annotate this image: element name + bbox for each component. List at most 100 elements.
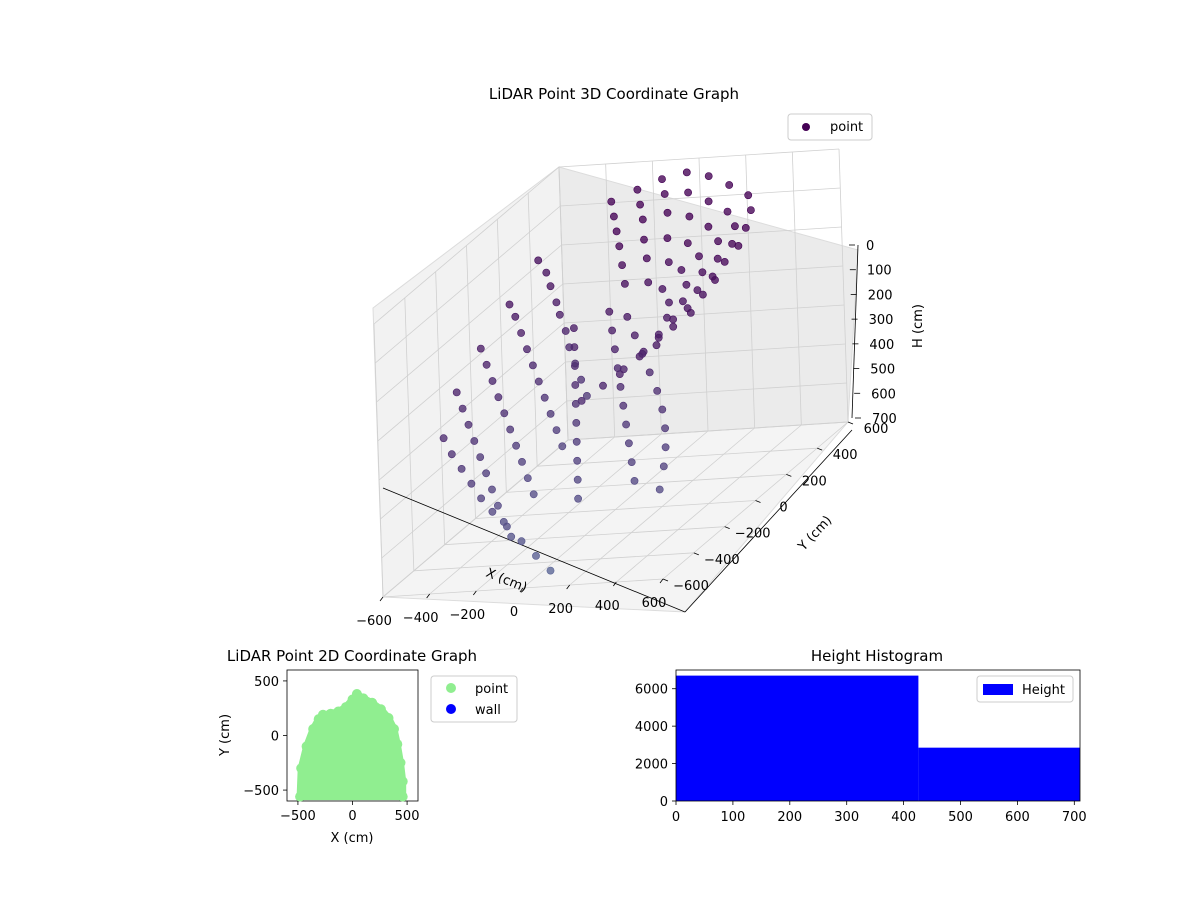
point-3d: [552, 298, 561, 307]
point-2d: [397, 791, 408, 802]
plot-area-histogram: [675, 669, 1081, 802]
points-2d: [295, 689, 408, 802]
point-3d: [652, 341, 661, 350]
legend-marker-wall-2d: [446, 704, 456, 714]
x-tick-label-histogram: 0: [672, 810, 680, 825]
histogram-bar: [676, 675, 919, 801]
point-3d: [665, 298, 673, 307]
z-tick-label-3d: 100: [867, 264, 892, 279]
x-tick-label-3d: −600: [356, 614, 392, 629]
point-2d: [318, 709, 328, 720]
x-tick-label-2d: 500: [395, 809, 420, 824]
point-3d: [713, 254, 722, 263]
point-3d: [488, 377, 497, 385]
point-3d: [741, 223, 750, 232]
y-axis-line: [684, 429, 853, 613]
ticks-3d: −600 −400 −200 0 200 400 600 −600 −400 −200 0 200 40…: [356, 239, 897, 629]
chart-2d-title: LiDAR Point 2D Coordinate Graph: [227, 647, 477, 665]
histogram-bars: [676, 675, 1080, 801]
point-3d: [552, 426, 561, 434]
point-3d: [615, 242, 624, 251]
point-3d: [747, 206, 755, 214]
point-3d: [616, 382, 625, 391]
point-3d: [518, 457, 526, 466]
y-tick-label-3d: 400: [833, 448, 858, 463]
y-axis-label-3d: Y (cm): [795, 513, 835, 555]
point-3d: [704, 172, 713, 180]
point-3d: [630, 476, 639, 485]
y-tick-label-3d: 0: [779, 501, 787, 516]
point-3d: [663, 234, 672, 242]
point-3d: [679, 297, 687, 306]
point-3d: [661, 443, 670, 452]
y-tick-label-2d: 500: [254, 675, 279, 690]
point-3d: [561, 327, 570, 335]
point-3d: [661, 424, 669, 433]
chart-3d: LiDAR Point 3D Coordinate Graph −600 −400…: [356, 85, 926, 629]
point-3d: [502, 522, 511, 531]
x-tick-label-3d: 0: [510, 605, 518, 620]
z-axis-label-3d: H (cm): [911, 304, 926, 348]
point-3d: [505, 300, 514, 309]
pane-back: [558, 166, 859, 441]
point-3d: [457, 464, 466, 473]
point-2d: [392, 739, 403, 750]
ticks-2d: −500 0 500 −500 0 500: [243, 675, 419, 824]
point-3d: [683, 304, 692, 313]
x-tick-label-3d: −200: [449, 608, 485, 623]
x-tick-label-histogram: 200: [777, 810, 802, 825]
x-tick-label-3d: −400: [403, 611, 439, 626]
point-3d: [619, 401, 628, 410]
point-3d: [725, 181, 734, 189]
legend-marker-height: [983, 684, 1013, 695]
point-3d: [470, 437, 479, 445]
point-3d: [677, 266, 686, 274]
point-3d: [517, 537, 526, 546]
point-2d: [397, 776, 408, 787]
point-3d: [627, 458, 636, 466]
point-3d: [573, 456, 582, 465]
point-3d: [622, 420, 630, 429]
z-tick-label-3d: 500: [870, 363, 895, 378]
point-3d: [571, 381, 580, 389]
point-3d: [546, 566, 555, 575]
point-3d: [546, 282, 555, 291]
point-3d: [506, 425, 515, 434]
point-3d: [534, 256, 543, 265]
x-tick-label-3d: 400: [595, 599, 620, 614]
point-3d: [611, 345, 619, 354]
x-tick-label-2d: 0: [348, 809, 356, 824]
point-3d: [583, 391, 591, 400]
x-axis-label-2d: X (cm): [331, 831, 374, 846]
point-3d: [723, 207, 732, 216]
point-3d: [669, 322, 678, 331]
point-3d: [507, 532, 516, 541]
z-tick-label-3d: 400: [869, 338, 894, 353]
point-3d: [638, 215, 647, 224]
histogram-title: Height Histogram: [811, 647, 943, 665]
point-3d: [477, 494, 485, 503]
point-3d: [659, 462, 668, 471]
point-3d: [728, 239, 736, 248]
y-tick-label-2d: −500: [243, 784, 279, 799]
point-2d: [340, 702, 351, 713]
point-3d: [744, 191, 753, 200]
point-3d: [633, 185, 642, 194]
point-3d: [577, 375, 585, 384]
y-tick-label-histogram: 6000: [635, 683, 668, 698]
point-3d: [653, 386, 662, 395]
y-tick-label-3d: −200: [735, 527, 771, 542]
grid-3d: [373, 148, 849, 598]
point-3d: [636, 200, 644, 209]
point-2d: [295, 791, 306, 802]
point-3d: [439, 434, 448, 443]
point-3d: [618, 261, 626, 269]
y-tick-label-histogram: 2000: [635, 758, 668, 773]
x-tick-label-histogram: 700: [1062, 810, 1087, 825]
point-3d: [660, 190, 669, 198]
y-tick-label-3d: 600: [864, 422, 889, 437]
point-3d: [493, 501, 502, 510]
point-3d: [684, 188, 692, 197]
point-3d: [572, 437, 581, 446]
point-3d: [529, 361, 537, 370]
